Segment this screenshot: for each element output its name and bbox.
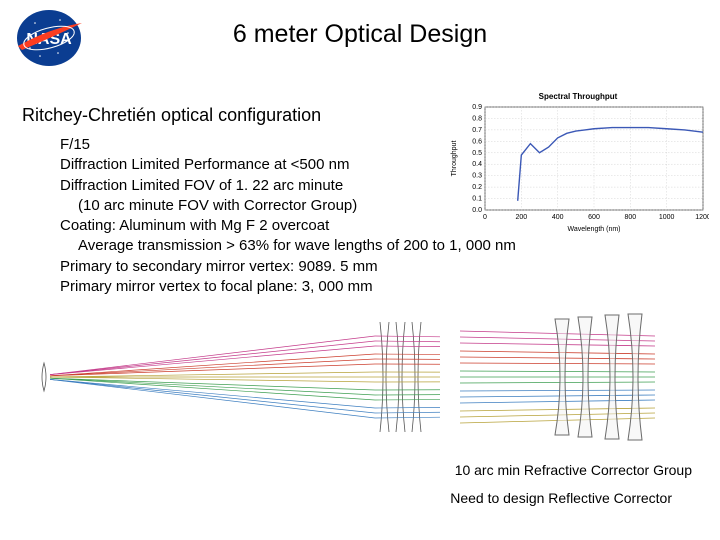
svg-text:0.8: 0.8: [472, 115, 482, 122]
svg-text:0.7: 0.7: [472, 127, 482, 134]
corrector-group-diagram: [460, 312, 655, 442]
spectral-throughput-chart: Spectral Throughput 0.0 0.1 0.2 0.3 0.4 0.5 0.6…: [446, 88, 708, 233]
spec-line-indent: Average transmission > 63% for wave leng…: [60, 236, 516, 256]
svg-text:0.1: 0.1: [472, 196, 482, 203]
svg-text:0.0: 0.0: [472, 207, 482, 214]
spec-line: Primary to secondary mirror vertex: 9089…: [60, 257, 516, 277]
svg-text:1200: 1200: [695, 214, 709, 221]
svg-text:400: 400: [552, 214, 564, 221]
svg-text:0: 0: [483, 214, 487, 221]
svg-text:0.2: 0.2: [472, 184, 482, 191]
svg-text:0.6: 0.6: [472, 138, 482, 145]
svg-text:1000: 1000: [659, 214, 675, 221]
config-subtitle: Ritchey-Chretién optical configuration: [22, 105, 321, 126]
reflective-note: Need to design Reflective Corrector: [450, 490, 672, 506]
spec-line: Primary mirror vertex to focal plane: 3,…: [60, 277, 516, 297]
svg-text:200: 200: [515, 214, 527, 221]
page-title: 6 meter Optical Design: [0, 20, 720, 49]
svg-text:0.9: 0.9: [472, 104, 482, 111]
corrector-caption: 10 arc min Refractive Corrector Group: [455, 462, 692, 478]
svg-text:0.4: 0.4: [472, 161, 482, 168]
svg-text:Wavelength (nm): Wavelength (nm): [567, 226, 620, 233]
svg-text:0.3: 0.3: [472, 173, 482, 180]
svg-text:600: 600: [588, 214, 600, 221]
ray-trace-diagram: [20, 302, 440, 452]
svg-text:Spectral Throughput: Spectral Throughput: [539, 92, 618, 101]
svg-text:0.5: 0.5: [472, 150, 482, 157]
svg-text:Throughput: Throughput: [451, 141, 458, 177]
svg-text:800: 800: [624, 214, 636, 221]
